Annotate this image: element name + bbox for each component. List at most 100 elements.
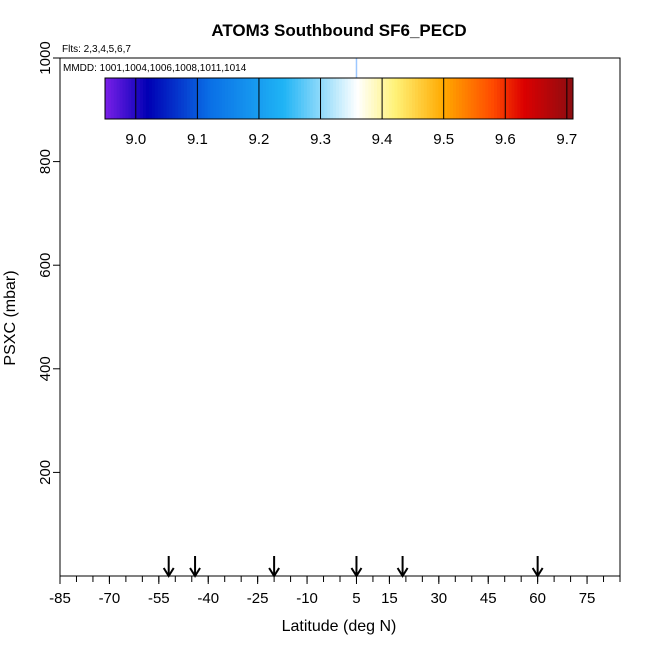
x-tick-label: 5 xyxy=(352,590,360,607)
colorbar-cell xyxy=(435,78,439,119)
y-tick-label: 800 xyxy=(37,149,54,174)
colorbar-cell xyxy=(432,78,437,119)
x-tick-label: -85 xyxy=(49,590,71,607)
sample-point xyxy=(148,438,157,447)
colorbar-cell xyxy=(350,78,355,119)
colorbar-cell xyxy=(406,78,410,119)
colorbar-cell xyxy=(488,78,492,119)
colorbar-cell xyxy=(491,78,495,119)
colorbar-cell xyxy=(523,78,527,119)
y-axis-label: PSXC (mbar) xyxy=(2,270,19,365)
colorbar-cell xyxy=(532,78,536,119)
colorbar-cell xyxy=(143,78,147,119)
colorbar-cell xyxy=(409,78,413,119)
colorbar-cell xyxy=(204,78,208,119)
x-tick-label: 45 xyxy=(480,590,497,607)
colorbar-cell xyxy=(485,78,489,119)
colorbar-cell xyxy=(309,78,314,119)
colorbar-cell xyxy=(116,78,121,119)
x-tick-label: 30 xyxy=(430,590,447,607)
colorbar-cell xyxy=(148,78,153,119)
colorbar-cell xyxy=(567,78,571,119)
sample-point xyxy=(135,434,144,443)
colorbar-cell xyxy=(336,78,340,119)
colorbar-cell xyxy=(280,78,284,119)
colorbar-cell xyxy=(374,78,378,119)
sample-point xyxy=(69,455,78,464)
colorbar-cell xyxy=(222,78,226,119)
colorbar-cell xyxy=(166,78,170,119)
colorbar-cell xyxy=(417,78,422,119)
colorbar-cell xyxy=(321,78,325,119)
colorbar-cell xyxy=(494,78,498,119)
colorbar-cell xyxy=(300,78,305,119)
colorbar-cell xyxy=(327,78,331,119)
colorbar-cell xyxy=(242,78,246,119)
colorbar-cell xyxy=(371,78,375,119)
colorbar-tick-label: 9.6 xyxy=(495,131,516,148)
colorbar-cell xyxy=(169,78,173,119)
colorbar-frame xyxy=(104,77,574,120)
x-tick-label: -10 xyxy=(296,590,318,607)
x-tick-label: 15 xyxy=(381,590,398,607)
colorbar-cell xyxy=(186,78,191,119)
colorbar-cell xyxy=(271,78,276,119)
profile-arrow xyxy=(396,556,409,578)
colorbar-cell xyxy=(210,78,214,119)
colorbar-cell xyxy=(508,78,513,119)
y-tick-label: 400 xyxy=(37,356,54,381)
profile-arrow xyxy=(268,556,280,578)
colorbar-cell xyxy=(453,78,457,119)
colorbar-cell xyxy=(461,78,466,119)
colorbar-cell xyxy=(330,78,334,119)
colorbar-cell xyxy=(137,78,141,119)
y-tick-label: 200 xyxy=(37,460,54,485)
colorbar-cell xyxy=(426,78,431,119)
chart-title: ATOM3 Southbound SF6_PECD xyxy=(211,21,466,40)
colorbar-cell xyxy=(420,78,425,119)
sample-point xyxy=(487,323,496,332)
colorbar-cell xyxy=(110,78,115,119)
y-tick-label: 1000 xyxy=(37,41,54,74)
colorbar-cell xyxy=(227,78,232,119)
colorbar-cell xyxy=(216,78,220,119)
colorbar-cell xyxy=(181,78,185,119)
colorbar-cell xyxy=(125,78,129,119)
x-tick-label: 60 xyxy=(529,590,546,607)
colorbar-cell xyxy=(251,78,255,119)
colorbar-cell xyxy=(189,78,194,119)
colorbar-cell xyxy=(456,78,460,119)
colorbar-tick-label: 9.2 xyxy=(249,131,270,148)
colorbar-tick-label: 9.1 xyxy=(187,131,208,148)
colorbar-cell xyxy=(377,78,381,119)
colorbar xyxy=(104,77,574,120)
colorbar-cell xyxy=(423,78,428,119)
colorbar-cell xyxy=(561,78,565,119)
colorbar-cell xyxy=(570,78,574,119)
colorbar-tick-label: 9.0 xyxy=(125,131,146,148)
colorbar-cell xyxy=(520,78,524,119)
colorbar-cell xyxy=(359,78,363,119)
colorbar-cell xyxy=(464,78,469,119)
colorbar-cell xyxy=(356,78,360,119)
colorbar-cell xyxy=(239,78,243,119)
sample-point xyxy=(418,468,427,477)
colorbar-cell xyxy=(230,78,235,119)
colorbar-cell xyxy=(315,78,320,119)
colorbar-cell xyxy=(415,78,419,119)
colorbar-cell xyxy=(274,78,279,119)
colorbar-cell xyxy=(368,78,372,119)
colorbar-cell xyxy=(496,78,501,119)
colorbar-cell xyxy=(254,78,258,119)
colorbar-cell xyxy=(151,78,156,119)
colorbar-cell xyxy=(450,78,454,119)
colorbar-cell xyxy=(283,78,287,119)
colorbar-cell xyxy=(476,78,480,119)
colorbar-cell xyxy=(140,78,144,119)
colorbar-cell xyxy=(555,78,559,119)
colorbar-cell xyxy=(382,78,387,119)
colorbar-cell xyxy=(534,78,539,119)
colorbar-cell xyxy=(347,78,352,119)
colorbar-cell xyxy=(444,78,448,119)
colorbar-cell xyxy=(511,78,515,119)
